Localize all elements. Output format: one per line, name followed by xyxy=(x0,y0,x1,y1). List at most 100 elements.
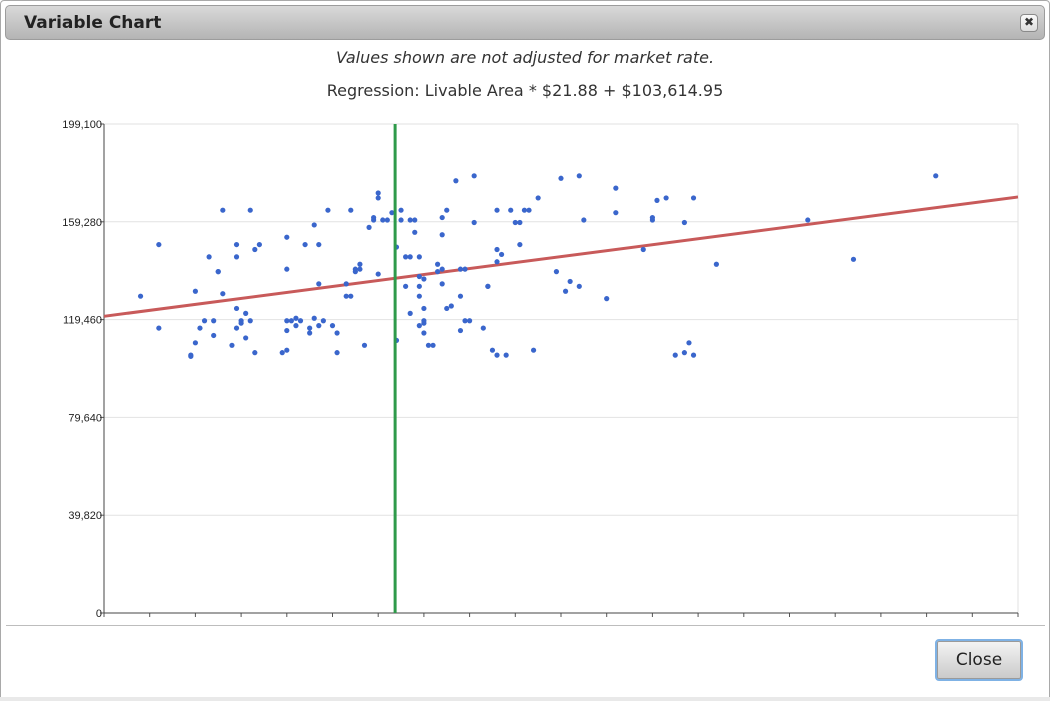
data-point xyxy=(247,318,253,324)
close-button[interactable]: Close xyxy=(935,639,1023,681)
data-point xyxy=(284,327,290,334)
data-point xyxy=(553,269,560,275)
data-point xyxy=(421,305,427,312)
data-point xyxy=(211,318,217,324)
chart-axes xyxy=(103,124,1018,614)
data-point xyxy=(156,325,162,331)
y-tick-label: 39,820 xyxy=(68,510,102,522)
data-point xyxy=(435,269,441,275)
data-point xyxy=(220,207,226,213)
close-icon[interactable]: ✖ xyxy=(1020,14,1038,32)
data-point xyxy=(521,207,528,213)
data-point xyxy=(220,291,226,297)
data-point xyxy=(297,318,304,324)
data-point xyxy=(325,207,331,213)
data-point xyxy=(307,325,313,331)
data-point xyxy=(188,353,194,359)
data-point xyxy=(512,219,518,226)
data-point xyxy=(526,207,532,213)
data-point xyxy=(503,352,509,358)
data-point xyxy=(375,190,381,196)
data-point xyxy=(690,195,697,201)
data-point xyxy=(284,347,290,353)
chart-grid xyxy=(104,123,1019,613)
y-tick-label: 199,100 xyxy=(62,119,102,131)
data-point xyxy=(567,278,573,285)
data-point xyxy=(444,207,450,213)
data-point xyxy=(252,246,258,253)
data-point xyxy=(284,234,290,240)
dialog-title: Variable Chart xyxy=(24,13,162,33)
y-tick-label: 79,640 xyxy=(68,412,102,424)
data-point xyxy=(357,261,363,267)
data-point xyxy=(613,185,619,191)
data-point xyxy=(380,217,386,223)
data-point xyxy=(508,207,514,213)
data-point xyxy=(256,241,262,248)
data-point xyxy=(407,310,413,316)
y-tick-label: 159,280 xyxy=(62,217,102,229)
data-point xyxy=(197,325,203,331)
data-point xyxy=(613,210,619,216)
regression-line xyxy=(103,195,1019,318)
data-point xyxy=(243,310,249,316)
data-point xyxy=(352,269,358,275)
data-point xyxy=(713,261,719,267)
data-point xyxy=(453,178,459,184)
data-point xyxy=(233,305,240,312)
footer-divider xyxy=(6,625,1045,626)
data-point xyxy=(416,273,422,280)
data-point xyxy=(439,266,445,272)
data-point xyxy=(233,241,240,248)
background-page-strip xyxy=(0,697,1050,701)
data-point xyxy=(316,241,322,248)
data-point xyxy=(435,261,441,267)
data-point xyxy=(421,276,427,282)
data-point xyxy=(398,217,404,223)
data-point xyxy=(192,340,198,346)
data-point xyxy=(690,352,697,358)
data-point xyxy=(457,327,464,334)
data-point xyxy=(498,251,505,258)
regression-line-group xyxy=(103,195,1019,318)
data-point xyxy=(252,350,258,356)
data-point xyxy=(366,224,372,230)
data-point xyxy=(517,219,523,226)
data-point xyxy=(581,217,587,223)
data-point xyxy=(416,323,422,329)
data-point xyxy=(517,241,523,248)
data-point xyxy=(530,347,537,353)
data-point xyxy=(233,325,240,331)
data-point xyxy=(457,293,464,299)
data-point xyxy=(681,350,687,356)
data-point xyxy=(284,318,290,324)
data-point xyxy=(439,281,445,287)
data-point xyxy=(403,283,409,289)
data-point xyxy=(302,241,308,248)
data-point xyxy=(425,342,432,348)
data-point xyxy=(412,229,418,235)
data-point xyxy=(412,217,418,223)
data-point xyxy=(284,266,290,272)
data-point xyxy=(850,256,857,262)
data-point xyxy=(320,318,326,324)
data-point xyxy=(494,246,500,253)
data-point xyxy=(233,254,240,260)
data-point xyxy=(681,219,687,226)
data-point xyxy=(471,173,477,179)
dialog-titlebar[interactable]: Variable Chart ✖ xyxy=(5,5,1045,40)
data-point xyxy=(444,305,450,312)
data-point xyxy=(334,330,340,336)
data-point xyxy=(462,318,468,324)
data-point xyxy=(686,340,692,346)
data-point xyxy=(243,335,249,341)
data-point xyxy=(933,173,939,179)
y-tick-label: 119,460 xyxy=(63,315,102,327)
scatter-chart: 0 39,820 79,640 119,460 159,280 199,100 xyxy=(62,119,1019,620)
data-point xyxy=(558,175,564,181)
data-point xyxy=(604,296,610,302)
data-point xyxy=(805,217,811,223)
data-point xyxy=(316,281,322,287)
data-point xyxy=(494,352,500,358)
data-point xyxy=(371,217,377,223)
